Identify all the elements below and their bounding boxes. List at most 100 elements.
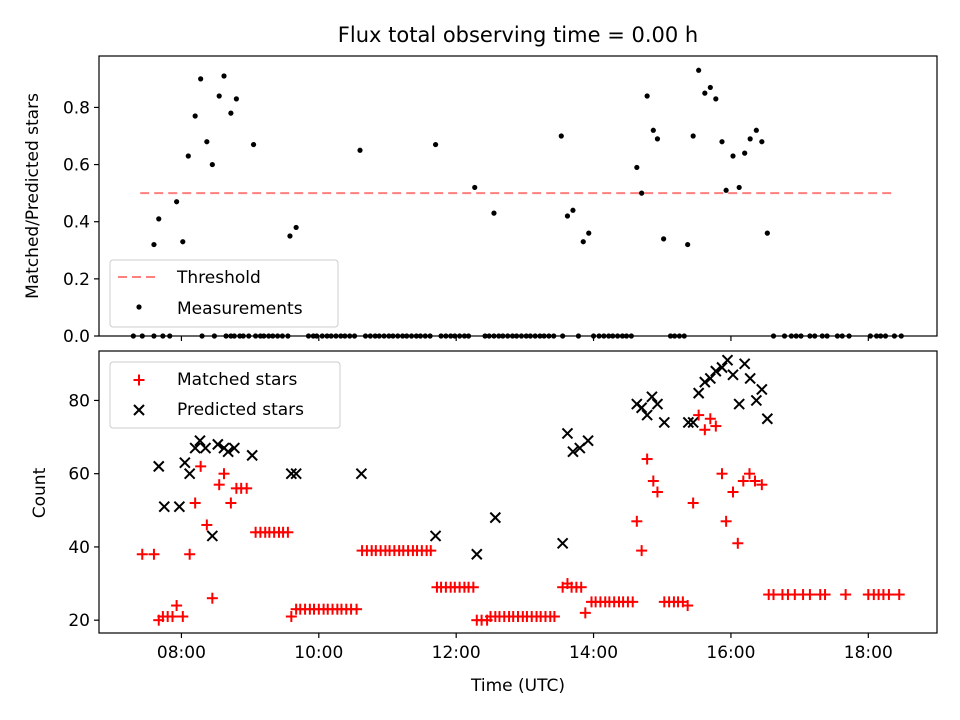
x-stroke [761, 413, 774, 425]
measurement-point [634, 164, 640, 171]
matched-star-point [184, 548, 196, 560]
measurement-point [644, 93, 650, 99]
top-plot-frame [98, 55, 938, 337]
predicted-star-point [489, 511, 502, 524]
legend-predicted-label: Predicted stars [177, 400, 304, 420]
measurement-point [558, 133, 564, 139]
measurement-point [764, 230, 770, 236]
bottom-x-tick-label: 10:00 [294, 643, 343, 663]
matched-star-point [425, 545, 437, 557]
matched-star-point [804, 589, 816, 601]
measurement-point [472, 184, 478, 191]
bottom-y-tick-label: 20 [68, 611, 90, 631]
predicted-star-point [556, 537, 569, 549]
measurement-point [702, 90, 708, 96]
matched-star-point [225, 497, 237, 509]
measurement-point [209, 161, 215, 168]
measurement-point [156, 216, 162, 222]
legend-predicted-marker [133, 404, 145, 416]
bottom-x-axis-ticks: 08:00 10:00 12:00 14:00 16:00 18:00 [157, 633, 893, 663]
matched-star-point [749, 475, 761, 487]
x-stroke [710, 365, 722, 377]
measurement-point [432, 141, 439, 148]
predicted-star-point [641, 409, 653, 421]
x-stroke [716, 361, 728, 374]
top-y-tick-label: 0.0 [63, 327, 90, 347]
predicted-star-point [651, 398, 664, 410]
measurement-point [250, 141, 257, 148]
predicted-star-point [222, 446, 234, 458]
matched-star-point [716, 468, 728, 480]
matched-star-point [727, 486, 739, 498]
x-stroke [721, 354, 734, 366]
bottom-x-tick-label: 14:00 [569, 643, 618, 663]
bottom-y-tick-label: 60 [68, 465, 90, 485]
matched-star-point [627, 596, 639, 608]
x-stroke [692, 387, 705, 399]
measurement-point [204, 139, 210, 145]
measurement-point [723, 187, 729, 193]
matched-star-point [136, 548, 148, 560]
matched-star-point [699, 424, 711, 436]
top-legend: Threshold Measurements [109, 259, 339, 328]
x-stroke [355, 467, 368, 480]
measurement-point [690, 133, 696, 139]
x-stroke [153, 460, 165, 473]
matched-star-point [732, 537, 744, 549]
predicted-star-point [183, 467, 196, 480]
measurement-point [564, 213, 571, 219]
predicted-star-point [429, 530, 442, 542]
measurement-point [661, 236, 667, 242]
matched-star-point [171, 600, 183, 612]
measurement-point [713, 96, 719, 102]
measurement-point [580, 239, 586, 245]
measurement-point [707, 84, 713, 91]
x-stroke [290, 467, 302, 480]
predicted-star-point [285, 467, 298, 480]
bottom-x-tick-label: 08:00 [157, 643, 206, 663]
x-stroke [285, 467, 298, 480]
measurement-point [696, 67, 702, 73]
top-ratio-panel: 0.00.20.40.60.8 Matched/Predicted stars … [23, 55, 938, 347]
measurement-point [357, 147, 363, 153]
matched-star-point [282, 526, 294, 538]
measurement-point [233, 96, 239, 102]
measurement-point [650, 127, 656, 133]
measurement-point [747, 136, 753, 142]
x-stroke [756, 383, 768, 396]
measurement-point [221, 73, 227, 79]
measurement-point [228, 110, 234, 116]
x-stroke [194, 435, 206, 447]
top-legend-box [109, 259, 339, 328]
measurement-point [185, 153, 191, 159]
measurement-point [198, 76, 204, 82]
x-stroke [750, 394, 763, 407]
bottom-x-tick-label: 18:00 [844, 643, 893, 663]
measurement-point [192, 113, 198, 119]
x-stroke [183, 467, 196, 480]
predicted-star-point [687, 416, 699, 429]
legend-measurements-label: Measurements [177, 299, 303, 319]
bottom-y-tick-label: 40 [68, 538, 90, 558]
bottom-legend: Matched stars Predicted stars [109, 361, 341, 429]
x-stroke [733, 398, 745, 410]
predicted-star-point [733, 398, 745, 410]
predicted-star-point [761, 413, 774, 425]
top-y-tick-label: 0.8 [63, 98, 90, 118]
bottom-x-axis-label: Time (UTC) [470, 676, 565, 696]
legend-measurements-swatch [136, 304, 142, 310]
matched-star-point [575, 581, 587, 593]
matched-star-point [693, 409, 705, 421]
predicted-star-point [561, 427, 574, 440]
x-stroke [567, 446, 579, 458]
matched-star-point [189, 497, 201, 509]
matched-star-point [840, 589, 852, 601]
x-stroke [635, 402, 648, 414]
predicted-star-point [704, 372, 717, 385]
measurement-point [654, 136, 661, 142]
x-stroke [133, 404, 145, 416]
measurement-point [719, 139, 725, 145]
